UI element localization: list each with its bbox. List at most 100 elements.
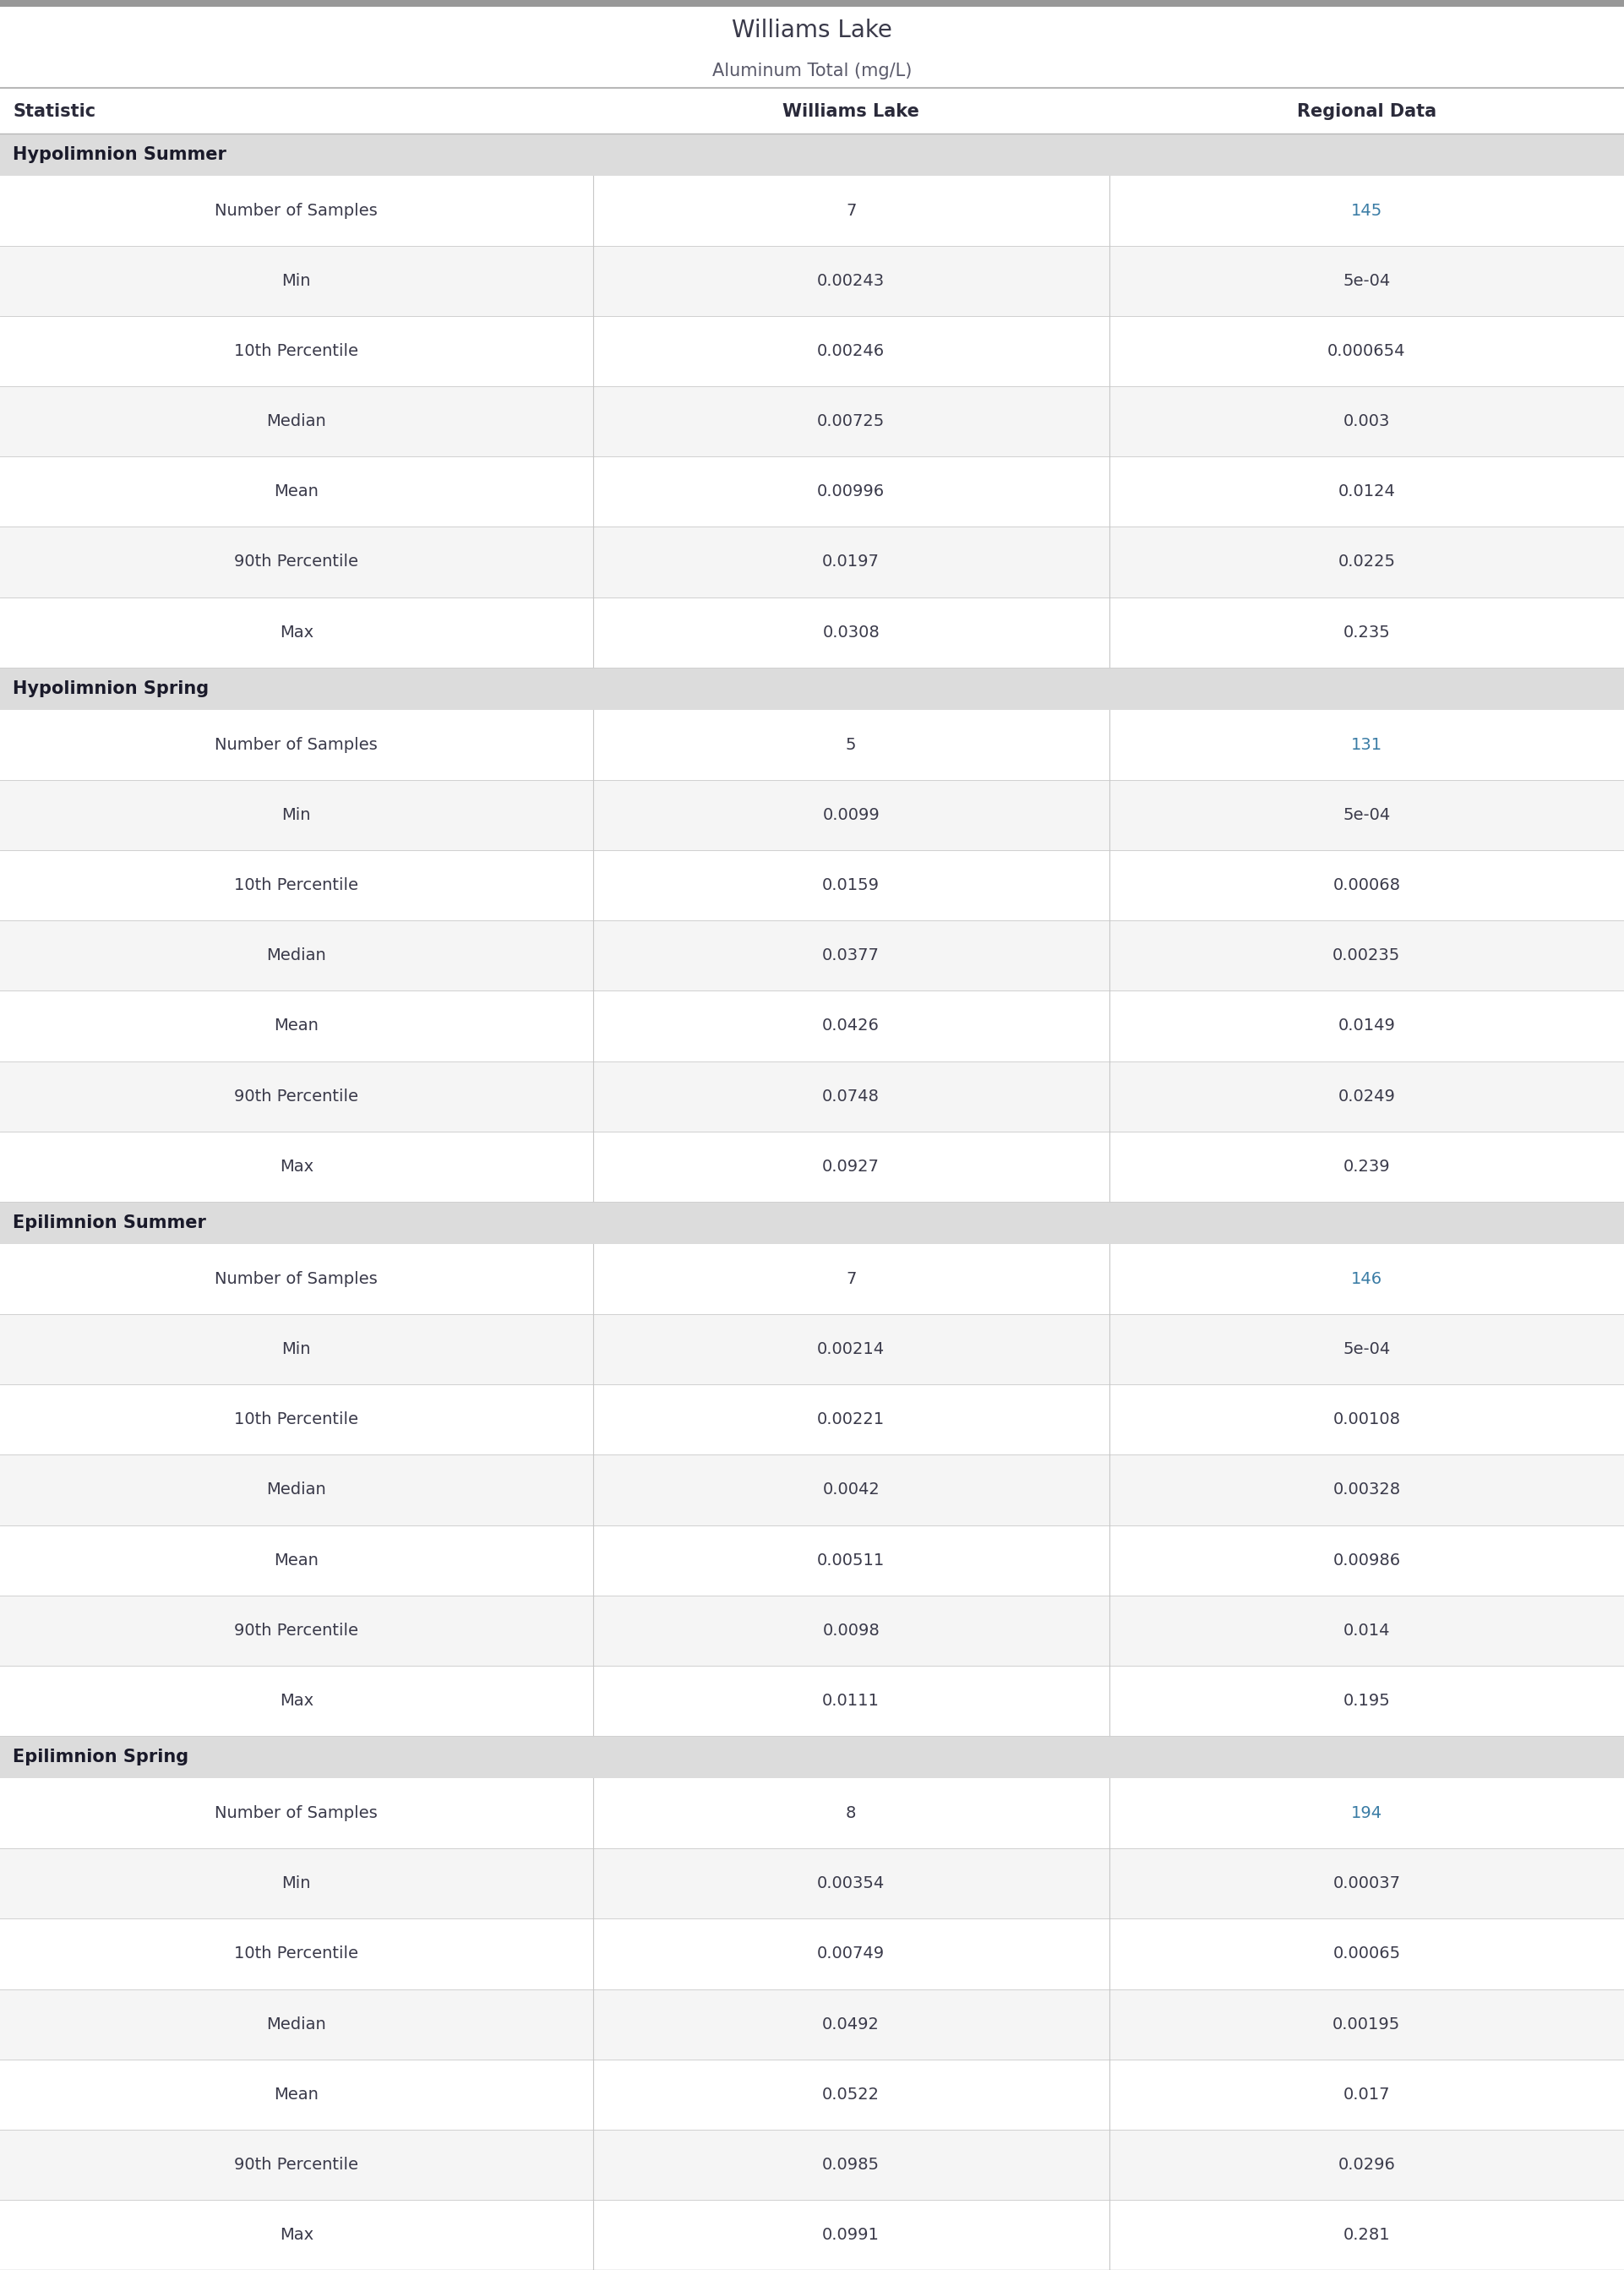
Text: 0.017: 0.017 [1343, 2086, 1390, 2102]
Text: Max: Max [279, 1693, 313, 1709]
Bar [0, 2129, 1624, 2200]
Text: 0.0985: 0.0985 [822, 2156, 880, 2172]
Text: 90th Percentile: 90th Percentile [234, 2156, 359, 2172]
Bar [0, 1596, 1624, 1666]
Text: 0.00243: 0.00243 [817, 272, 885, 288]
Text: 0.239: 0.239 [1343, 1158, 1390, 1174]
Bar [0, 0, 1624, 7]
Bar [0, 175, 1624, 245]
Text: Min: Min [283, 1875, 310, 1891]
Text: 10th Percentile: 10th Percentile [234, 878, 359, 894]
Text: Min: Min [283, 1342, 310, 1357]
Text: 0.0426: 0.0426 [822, 1017, 880, 1033]
Text: Number of Samples: Number of Samples [214, 738, 378, 754]
Text: Regional Data: Regional Data [1298, 104, 1436, 120]
Text: 0.00221: 0.00221 [817, 1412, 885, 1428]
Bar [0, 1244, 1624, 1314]
Text: 0.014: 0.014 [1343, 1623, 1390, 1639]
Text: 0.0927: 0.0927 [822, 1158, 880, 1174]
Text: 0.0296: 0.0296 [1338, 2156, 1395, 2172]
Text: Williams Lake: Williams Lake [783, 104, 919, 120]
Text: 90th Percentile: 90th Percentile [234, 554, 359, 570]
Text: 0.0149: 0.0149 [1338, 1017, 1395, 1033]
Text: 0.0991: 0.0991 [822, 2227, 880, 2243]
Text: 0.0111: 0.0111 [822, 1693, 880, 1709]
Bar [0, 1060, 1624, 1130]
Text: 194: 194 [1351, 1805, 1382, 1821]
Text: 0.00246: 0.00246 [817, 343, 885, 359]
Text: Hypolimnion Summer: Hypolimnion Summer [13, 145, 227, 163]
Text: 0.0492: 0.0492 [822, 2016, 880, 2032]
Text: Min: Min [283, 272, 310, 288]
Text: 5: 5 [846, 738, 856, 754]
Text: 0.281: 0.281 [1343, 2227, 1390, 2243]
Text: Williams Lake: Williams Lake [732, 18, 892, 43]
Bar [0, 851, 1624, 922]
Text: 0.00354: 0.00354 [817, 1875, 885, 1891]
Text: 0.0099: 0.0099 [822, 808, 880, 824]
Bar [0, 1201, 1624, 1244]
Text: 8: 8 [846, 1805, 856, 1821]
Text: Median: Median [266, 1482, 326, 1498]
Bar [0, 2059, 1624, 2129]
Text: Epilimnion Spring: Epilimnion Spring [13, 1748, 188, 1766]
Text: Number of Samples: Number of Samples [214, 202, 378, 218]
Text: 0.0308: 0.0308 [822, 624, 880, 640]
Text: 0.00037: 0.00037 [1333, 1875, 1400, 1891]
Bar [0, 922, 1624, 990]
Bar [0, 1918, 1624, 1989]
Text: Median: Median [266, 413, 326, 429]
Text: 0.00996: 0.00996 [817, 484, 885, 499]
Text: Mean: Mean [274, 1553, 318, 1569]
Bar [0, 990, 1624, 1060]
Text: 131: 131 [1351, 738, 1382, 754]
Bar [0, 711, 1624, 781]
Text: 0.0377: 0.0377 [822, 947, 880, 965]
Bar [0, 1737, 1624, 1777]
Bar [0, 2200, 1624, 2270]
Text: 0.00065: 0.00065 [1333, 1945, 1400, 1961]
Bar [0, 134, 1624, 175]
Bar [0, 1848, 1624, 1918]
Text: 0.0249: 0.0249 [1338, 1087, 1395, 1103]
Text: 0.00986: 0.00986 [1333, 1553, 1400, 1569]
Bar [0, 54, 1624, 89]
Text: Median: Median [266, 947, 326, 965]
Text: 0.0042: 0.0042 [822, 1482, 880, 1498]
Text: 0.0522: 0.0522 [822, 2086, 880, 2102]
Bar [0, 316, 1624, 386]
Text: 5e-04: 5e-04 [1343, 272, 1390, 288]
Text: 5e-04: 5e-04 [1343, 808, 1390, 824]
Text: 0.00108: 0.00108 [1333, 1412, 1400, 1428]
Text: 0.0159: 0.0159 [822, 878, 880, 894]
Bar [0, 91, 1624, 134]
Bar [0, 1989, 1624, 2059]
Bar [0, 1455, 1624, 1525]
Text: 0.195: 0.195 [1343, 1693, 1390, 1709]
Bar [0, 1666, 1624, 1737]
Text: 0.00749: 0.00749 [817, 1945, 885, 1961]
Text: Max: Max [279, 624, 313, 640]
Text: 0.00511: 0.00511 [817, 1553, 885, 1569]
Text: Max: Max [279, 1158, 313, 1174]
Text: 0.00195: 0.00195 [1333, 2016, 1400, 2032]
Text: 0.235: 0.235 [1343, 624, 1390, 640]
Text: Epilimnion Summer: Epilimnion Summer [13, 1214, 206, 1230]
Bar [0, 456, 1624, 527]
Bar [0, 245, 1624, 316]
Text: 90th Percentile: 90th Percentile [234, 1623, 359, 1639]
Text: 10th Percentile: 10th Percentile [234, 343, 359, 359]
Bar [0, 1525, 1624, 1596]
Text: 10th Percentile: 10th Percentile [234, 1412, 359, 1428]
Text: 0.0124: 0.0124 [1338, 484, 1395, 499]
Text: Mean: Mean [274, 1017, 318, 1033]
Text: 90th Percentile: 90th Percentile [234, 1087, 359, 1103]
Text: 5e-04: 5e-04 [1343, 1342, 1390, 1357]
Bar [0, 386, 1624, 456]
Bar [0, 1385, 1624, 1455]
Text: 0.0098: 0.0098 [822, 1623, 880, 1639]
Text: 7: 7 [846, 1271, 856, 1287]
Text: Number of Samples: Number of Samples [214, 1271, 378, 1287]
Text: Number of Samples: Number of Samples [214, 1805, 378, 1821]
Bar [0, 1777, 1624, 1848]
